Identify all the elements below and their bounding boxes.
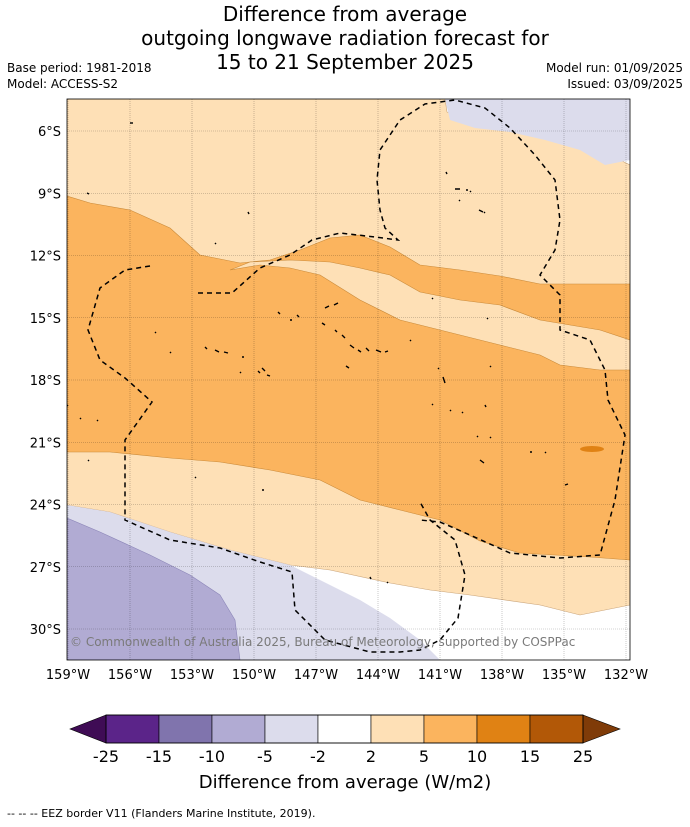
colorbar-bin: [158, 714, 213, 744]
meta-left: Base period: 1981-2018 Model: ACCESS-S2: [7, 60, 152, 92]
latitude-label: 27°S: [30, 561, 61, 576]
colorbar-tick-label: -10: [199, 747, 225, 766]
island: [214, 242, 217, 245]
island: [277, 302, 339, 321]
island: [431, 365, 492, 414]
anomaly-field: [67, 99, 630, 660]
graticule: [67, 99, 630, 660]
latitude-label: 9°S: [38, 187, 61, 202]
base-period: Base period: 1981-2018: [7, 61, 152, 75]
longitude-label: 132°W: [604, 668, 648, 683]
longitude-label: 159°W: [46, 668, 90, 683]
colorbar-label: Difference from average (W/m2): [199, 772, 491, 793]
colorbar-tick-label: 25: [573, 747, 593, 766]
latitude-label: 6°S: [38, 125, 61, 140]
eez-border-french-polynesia: [198, 99, 626, 559]
title-line-1: Difference from average: [222, 2, 468, 26]
colorbar-under-triangle: [69, 714, 107, 744]
island: [239, 365, 440, 377]
colorbar-tick-label: -2: [310, 747, 326, 766]
island: [86, 192, 90, 195]
colorbar-bin: [476, 714, 531, 744]
island: [247, 211, 250, 215]
longitude-label: 144°W: [356, 668, 400, 683]
longitude-label: 150°W: [232, 668, 276, 683]
model-run: Model run: 01/09/2025: [545, 61, 683, 75]
longitude-label: 153°W: [170, 668, 214, 683]
latitude-label: 18°S: [30, 374, 61, 389]
longitude-label: 138°W: [480, 668, 524, 683]
colorbar-bin: [423, 714, 478, 744]
colorbar: -25 -15 -10 -5 -2 2 5 10 15 25 Difference from av…: [69, 714, 621, 793]
light-purple-region-north: [445, 99, 630, 165]
copyright-notice: © Commonwealth of Australia 2025, Bureau…: [70, 635, 575, 649]
colorbar-frame: [105, 714, 584, 744]
colorbar-tick-label: -15: [146, 747, 172, 766]
colorbar-tick-label: 5: [419, 747, 429, 766]
eez-footnote: -- -- -- EEZ border V11 (Flanders Marine…: [7, 807, 316, 820]
title-line-2: outgoing longwave radiation forecast for: [141, 26, 549, 50]
colorbar-bin: [211, 714, 266, 744]
islands: [67, 122, 569, 584]
longitude-label: 135°W: [542, 668, 586, 683]
eez-borders: [87, 99, 626, 653]
latitude-label: 24°S: [30, 499, 61, 514]
island: [67, 404, 264, 491]
longitude-labels: 159°W 156°W 153°W 150°W 147°W 144°W 141°W 138°W…: [46, 668, 648, 683]
island: [321, 322, 389, 353]
colorbar-tick-label: 10: [467, 747, 487, 766]
colorbar-bins: [105, 714, 584, 744]
colorbar-bin: [370, 714, 425, 744]
colorbar-bin: [317, 714, 372, 744]
latitude-label: 21°S: [30, 436, 61, 451]
eez-border-cook-islands: [87, 265, 466, 653]
longitude-label: 156°W: [108, 668, 152, 683]
colorbar-tick-label: 15: [520, 747, 540, 766]
light-orange-gap: [229, 259, 630, 371]
longitude-label: 147°W: [294, 668, 338, 683]
latitude-label: 12°S: [30, 250, 61, 265]
dark-orange-patch: [580, 446, 604, 452]
colorbar-bin: [264, 714, 319, 744]
colorbar-ticks: -25 -15 -10 -5 -2 2 5 10 15 25: [93, 747, 593, 766]
island: [445, 171, 486, 214]
latitude-label: 30°S: [30, 623, 61, 638]
chart-title: Difference from average outgoing longwav…: [0, 2, 690, 74]
meta-right: Model run: 01/09/2025 Issued: 03/09/2025: [546, 60, 683, 92]
island: [369, 576, 389, 584]
issued-date: Issued: 03/09/2025: [567, 77, 683, 91]
latitude-label: 15°S: [30, 312, 61, 327]
colorbar-tick-label: -5: [257, 747, 273, 766]
colorbar-bin: [105, 714, 160, 744]
title-line-3: 15 to 21 September 2025: [216, 50, 474, 74]
island: [409, 297, 489, 342]
map-frame: [66, 98, 631, 661]
latitude-labels: 6°S 9°S 12°S 15°S 18°S 21°S 24°S 27°S 30°S: [30, 125, 61, 638]
colorbar-tick-label: 2: [366, 747, 376, 766]
island: [476, 435, 569, 486]
colorbar-over-triangle: [582, 714, 621, 744]
island: [455, 188, 472, 193]
model-name: Model: ACCESS-S2: [7, 77, 119, 91]
colorbar-tick-label: -25: [93, 747, 119, 766]
forecast-map: © Commonwealth of Australia 2025, Bureau…: [30, 98, 648, 683]
longitude-label: 141°W: [418, 668, 462, 683]
medium-orange-band: [67, 195, 630, 561]
colorbar-bin: [529, 714, 584, 744]
island: [154, 331, 266, 372]
medium-purple-region-south: [67, 517, 241, 660]
